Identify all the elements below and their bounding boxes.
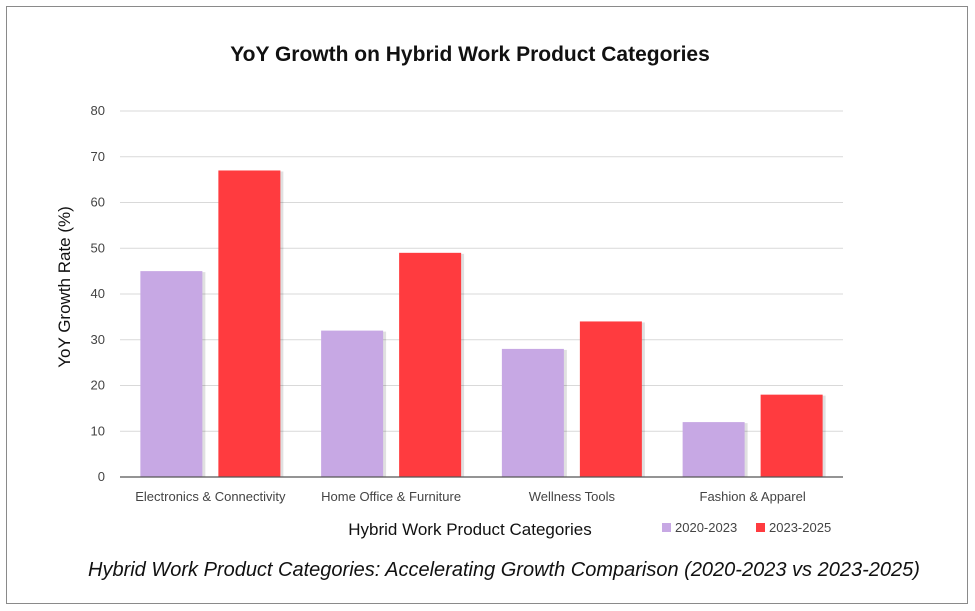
y-tick-label: 40	[91, 286, 105, 301]
bar-2023-2025-0	[218, 170, 281, 477]
x-category-label: Fashion & Apparel	[700, 489, 806, 504]
y-tick-label: 10	[91, 423, 105, 438]
bars	[140, 170, 826, 477]
x-category-label: Home Office & Furniture	[321, 489, 461, 504]
y-tick-label: 50	[91, 240, 105, 255]
x-axis-label: Hybrid Work Product Categories	[348, 520, 591, 539]
bar-2020-2023-2	[501, 348, 564, 477]
bar-2020-2023-3	[682, 422, 745, 477]
legend: 2020-2023 2023-2025	[662, 520, 831, 535]
x-category-label: Wellness Tools	[529, 489, 616, 504]
bar-2020-2023-0	[140, 271, 203, 477]
chart-caption: Hybrid Work Product Categories: Accelera…	[88, 559, 920, 581]
x-category-label: Electronics & Connectivity	[135, 489, 286, 504]
bar-2020-2023-1	[321, 330, 384, 477]
y-axis-label: YoY Growth Rate (%)	[55, 206, 74, 368]
x-category-labels: Electronics & Connectivity Home Office & …	[135, 489, 806, 504]
y-tick-labels: 0 10 20 30 40 50 60 70 80	[91, 103, 105, 484]
bar-2023-2025-1	[399, 252, 462, 477]
bar-2023-2025-2	[579, 321, 642, 477]
y-tick-label: 0	[98, 469, 105, 484]
legend-label-2020-2023: 2020-2023	[675, 520, 737, 535]
chart-title: YoY Growth on Hybrid Work Product Catego…	[230, 43, 710, 66]
bar-2023-2025-3	[760, 394, 823, 477]
legend-swatch-2020-2023	[662, 523, 671, 532]
y-tick-label: 20	[91, 378, 105, 393]
legend-label-2023-2025: 2023-2025	[769, 520, 831, 535]
y-tick-label: 70	[91, 149, 105, 164]
y-tick-label: 30	[91, 332, 105, 347]
y-tick-label: 60	[91, 195, 105, 210]
y-tick-label: 80	[91, 103, 105, 118]
legend-swatch-2023-2025	[756, 523, 765, 532]
